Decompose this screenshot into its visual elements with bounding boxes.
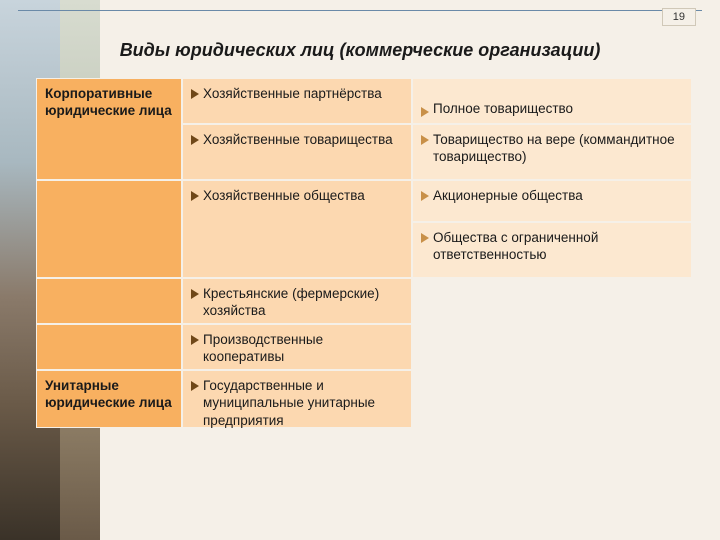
cell-associations: Хозяйственные товарищества [182, 124, 412, 180]
cell-cooperatives: Производственные кооперативы [182, 324, 412, 370]
cell-empty [36, 278, 182, 324]
bullet-icon [191, 135, 199, 145]
cell-llc: Общества с ограниченной ответственностью [412, 222, 692, 278]
cell-empty [36, 324, 182, 370]
cell-joint-stock: Акционерные общества [412, 180, 692, 222]
cell-unitary: Унитарные юридические лица [36, 370, 182, 428]
table-row: Хозяйственные общества Акционерные общес… [36, 180, 692, 278]
top-rule [18, 10, 702, 11]
bullet-icon [191, 381, 199, 391]
page-number: 19 [662, 8, 696, 26]
table-row: Унитарные юридические лица Государственн… [36, 370, 692, 428]
cell-full-partnership: Полное товарищество [412, 78, 692, 124]
table-row: Корпоративные юридические лица Хозяйстве… [36, 78, 692, 180]
slide-title: Виды юридических лиц (коммерческие орган… [0, 40, 720, 61]
bullet-icon [191, 335, 199, 345]
cell-partnerships: Хозяйственные партнёрства [182, 78, 412, 124]
cell-empty [36, 180, 182, 278]
cell-limited-partnership: Товарищество на вере (коммандитное товар… [412, 124, 692, 180]
bullet-icon [191, 89, 199, 99]
bullet-icon [191, 289, 199, 299]
cell-state-enterprises: Государственные и муниципальные унитарны… [182, 370, 412, 428]
bullet-icon [191, 191, 199, 201]
bullet-icon [421, 107, 429, 117]
table-row: Крестьянские (фермерские) хозяйства [36, 278, 692, 324]
classification-table: Корпоративные юридические лица Хозяйстве… [36, 78, 692, 428]
cell-farms: Крестьянские (фермерские) хозяйства [182, 278, 412, 324]
bullet-icon [421, 191, 429, 201]
table-row: Производственные кооперативы [36, 324, 692, 370]
cell-companies: Хозяйственные общества [182, 180, 412, 278]
bullet-icon [421, 233, 429, 243]
cell-corporate: Корпоративные юридические лица [36, 78, 182, 180]
bullet-icon [421, 135, 429, 145]
